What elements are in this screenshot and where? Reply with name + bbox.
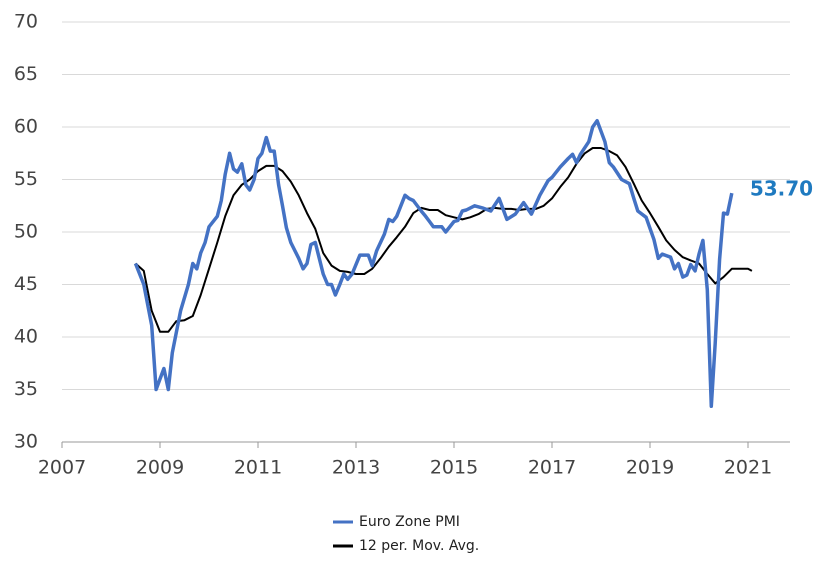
series-line: [134, 147, 753, 333]
x-tick-label: 2011: [234, 457, 282, 479]
x-tick-label: 2017: [528, 457, 576, 479]
x-tick-label: 2019: [626, 457, 674, 479]
x-tick-label: 2009: [136, 457, 184, 479]
legend: Euro Zone PMI 12 per. Mov. Avg.: [333, 514, 479, 554]
y-tick-label: 30: [14, 431, 38, 453]
y-tick-label: 60: [14, 116, 38, 138]
x-tick-label: 2013: [332, 457, 380, 479]
annotation: 53.70: [750, 177, 813, 201]
y-tick-label: 35: [14, 378, 38, 400]
y-tick-label: 70: [14, 11, 38, 33]
y-tick-label: 40: [14, 326, 38, 348]
y-tick-label: 45: [14, 273, 38, 295]
x-tick-label: 2021: [724, 457, 772, 479]
y-tick-label: 65: [14, 63, 38, 85]
legend-label: Euro Zone PMI: [359, 514, 460, 530]
series-line: [133, 118, 734, 409]
y-tick-label: 55: [14, 168, 38, 190]
y-tick-label: 50: [14, 221, 38, 243]
x-tick-label: 2007: [38, 457, 86, 479]
legend-label: 12 per. Mov. Avg.: [359, 538, 479, 554]
x-tick-label: 2015: [430, 457, 478, 479]
